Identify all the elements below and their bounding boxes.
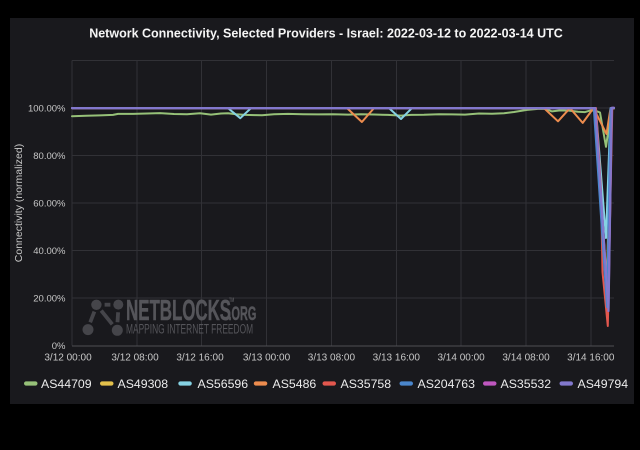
svg-text:100.00%: 100.00%: [28, 103, 66, 114]
svg-text:NETBLOCKS: NETBLOCKS: [126, 294, 231, 326]
svg-text:3/13 00:00: 3/13 00:00: [243, 353, 291, 364]
svg-text:3/12 08:00: 3/12 08:00: [111, 353, 159, 364]
svg-text:AS35532: AS35532: [501, 377, 552, 391]
svg-text:Connectivity (normalized): Connectivity (normalized): [13, 144, 25, 262]
svg-text:3/14 08:00: 3/14 08:00: [502, 353, 550, 364]
svg-text:3/14 00:00: 3/14 00:00: [437, 353, 485, 364]
svg-text:.ORG: .ORG: [229, 304, 257, 325]
svg-text:TM: TM: [229, 297, 234, 304]
svg-text:MAPPING INTERNET FREEDOM: MAPPING INTERNET FREEDOM: [126, 322, 253, 337]
svg-text:40.00%: 40.00%: [33, 246, 66, 257]
svg-text:AS35758: AS35758: [341, 377, 392, 391]
svg-text:AS49308: AS49308: [118, 377, 169, 391]
svg-text:3/13 08:00: 3/13 08:00: [308, 353, 356, 364]
svg-text:0%: 0%: [52, 341, 66, 352]
svg-text:3/14 16:00: 3/14 16:00: [567, 353, 615, 364]
svg-text:20.00%: 20.00%: [33, 293, 66, 304]
svg-text:60.00%: 60.00%: [33, 198, 66, 209]
svg-text:3/12 16:00: 3/12 16:00: [176, 353, 224, 364]
svg-text:AS204763: AS204763: [418, 377, 476, 391]
svg-text:AS49794: AS49794: [578, 377, 629, 391]
svg-text:AS56596: AS56596: [198, 377, 249, 391]
svg-text:Network Connectivity, Selected: Network Connectivity, Selected Providers…: [89, 26, 563, 40]
svg-text:80.00%: 80.00%: [33, 151, 66, 162]
svg-text:3/13 16:00: 3/13 16:00: [373, 353, 421, 364]
svg-text:3/12 00:00: 3/12 00:00: [44, 353, 92, 364]
svg-text:AS44709: AS44709: [41, 377, 92, 391]
svg-text:AS5486: AS5486: [273, 377, 317, 391]
